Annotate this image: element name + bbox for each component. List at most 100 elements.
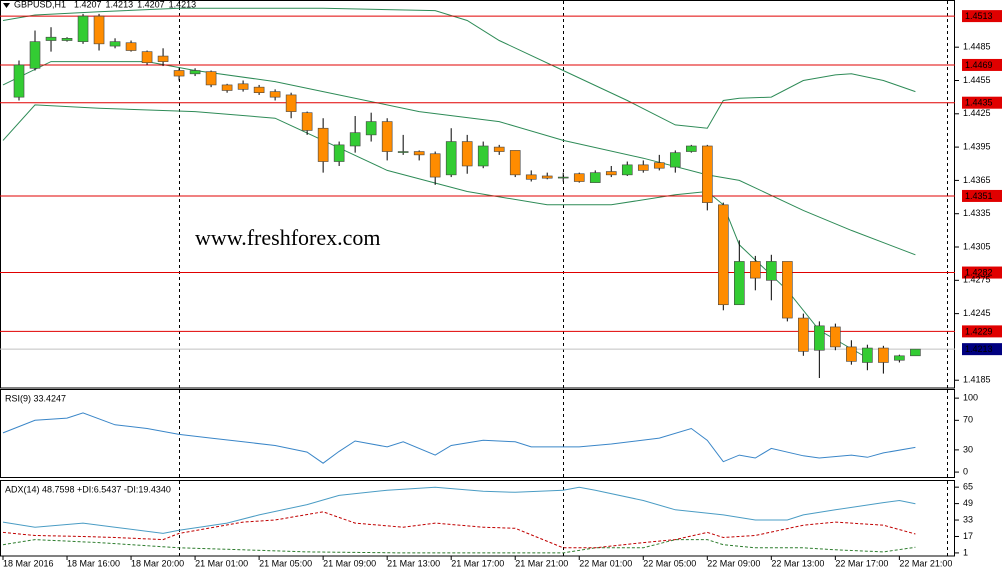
candle-body (429, 153, 441, 178)
x-tick-label: 21 Mar 13:00 (387, 558, 440, 568)
header-price: 1.4213 (169, 0, 197, 9)
candle-body (621, 164, 633, 176)
candle-body (718, 204, 729, 306)
y-tick-label: 17 (963, 531, 973, 541)
rsi-frame (0, 389, 955, 478)
candle-body (637, 164, 649, 171)
y-tick-label: 1.4485 (963, 42, 991, 52)
candle-body (653, 162, 665, 169)
candle-body (461, 141, 473, 167)
x-tick-label: 22 Mar 05:00 (643, 558, 696, 568)
candle-body (13, 64, 25, 98)
candle-body (157, 55, 169, 62)
candle-body (509, 150, 521, 176)
candle-body (221, 84, 233, 91)
symbol-title: GBPUSD,H1 (14, 0, 66, 9)
y-tick-label: 1.4395 (963, 141, 991, 151)
candle-body (557, 176, 569, 179)
candle-body (173, 70, 185, 77)
y-tick-label: 1.4455 (963, 75, 991, 85)
y-tick-label: 100 (963, 393, 978, 403)
candle-body (541, 175, 553, 179)
level-label: 1.4513 (965, 11, 993, 21)
candle-body (237, 83, 249, 90)
y-tick-label: 1.4245 (963, 308, 991, 318)
header-price: 1.4207 (74, 0, 102, 9)
x-tick-label: 21 Mar 01:00 (195, 558, 248, 568)
menu-triangle (3, 3, 10, 8)
candle-body (750, 261, 761, 279)
level-label-box (962, 266, 1002, 279)
y-tick-label: 1.4365 (963, 175, 991, 185)
x-tick-label: 22 Mar 01:00 (579, 558, 632, 568)
candle-body (525, 174, 537, 180)
level-label: 1.4435 (965, 98, 993, 108)
header-price: 1.4213 (106, 0, 134, 9)
watermark: www.freshforex.com (195, 225, 381, 250)
candle-body (910, 348, 921, 357)
indicator-title: RSI(9) 33.4247 (5, 393, 66, 403)
candle-body (125, 42, 137, 51)
candle-body (798, 317, 809, 352)
candle-body (109, 41, 121, 47)
candle-body (381, 121, 393, 152)
indicator-line (2, 539, 916, 554)
x-tick-label: 21 Mar 05:00 (259, 558, 312, 568)
candle-body (269, 91, 281, 98)
x-tick-label: 22 Mar 13:00 (771, 558, 824, 568)
candle-body (830, 326, 841, 348)
candle-body (413, 151, 425, 156)
candle-body (29, 41, 41, 69)
y-tick-label: 1.4425 (963, 108, 991, 118)
x-tick-label: 18 Mar 16:00 (67, 558, 120, 568)
y-tick-label: 33 (963, 514, 973, 524)
candle-body (93, 15, 105, 45)
y-tick-label: 30 (963, 444, 973, 454)
y-tick-label: 49 (963, 498, 973, 508)
bollinger-band (2, 7, 916, 129)
x-tick-label: 21 Mar 09:00 (323, 558, 376, 568)
candle-body (205, 71, 217, 86)
x-tick-label: 21 Mar 21:00 (515, 558, 568, 568)
candle-body (669, 152, 681, 168)
candle-body (285, 94, 297, 112)
level-label-box (962, 189, 1002, 202)
level-label-box (962, 96, 1002, 109)
y-tick-label: 0 (963, 466, 968, 476)
candle-body (77, 15, 89, 42)
candle-body (445, 141, 457, 176)
candle-body (814, 325, 825, 351)
candle-body (846, 346, 857, 362)
adx-frame (0, 480, 955, 557)
level-label-box (962, 325, 1002, 338)
candle-body (862, 347, 873, 363)
y-tick-label: 1.4305 (963, 241, 991, 251)
candle-body (189, 70, 201, 75)
y-tick-label: 1 (963, 547, 968, 557)
indicator-line (2, 486, 916, 534)
indicator-title: ADX(14) 48.7598 +DI:6.5437 -DI:19.4340 (5, 484, 171, 494)
current-price-label: 1.4213 (965, 344, 993, 354)
y-tick-label: 1.4335 (963, 208, 991, 218)
candle-body (349, 132, 361, 147)
candle-body (766, 261, 777, 281)
candle-body (493, 146, 505, 152)
y-tick-label: 65 (963, 482, 973, 492)
candle-body (365, 121, 377, 136)
candle-body (685, 145, 697, 152)
candle-body (605, 171, 617, 176)
candle-body (333, 144, 345, 162)
candle-body (701, 145, 713, 203)
level-label: 1.4282 (965, 267, 993, 277)
x-tick-label: 22 Mar 17:00 (835, 558, 888, 568)
candle-body (45, 36, 57, 41)
x-tick-label: 18 Mar 20:00 (131, 558, 184, 568)
level-label-box (962, 10, 1002, 23)
level-label-box (962, 58, 1002, 71)
candle-body (301, 112, 313, 131)
candle-body (878, 347, 889, 363)
y-tick-label: 70 (963, 415, 973, 425)
